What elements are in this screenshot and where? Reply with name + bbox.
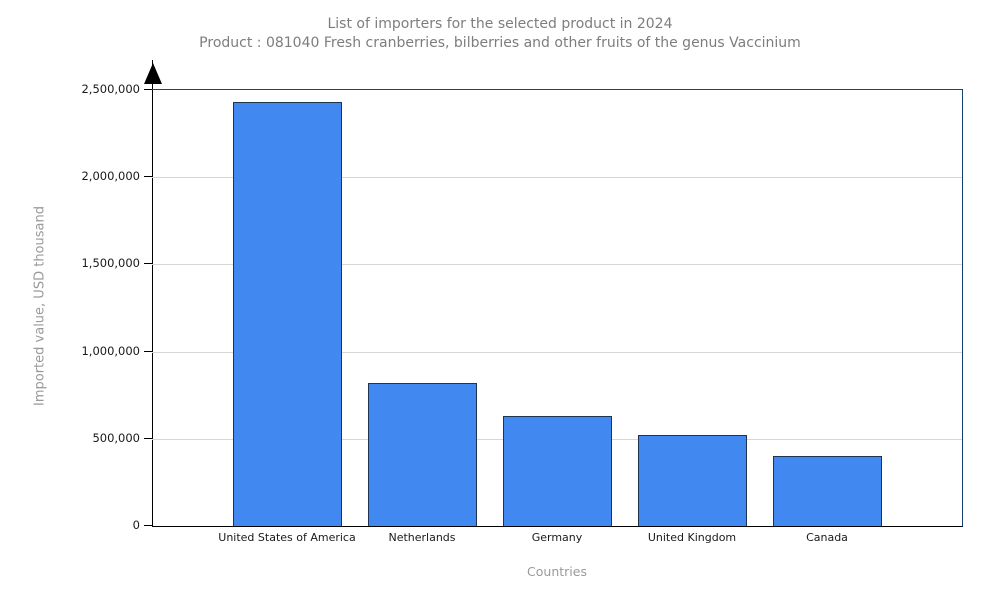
y-tick bbox=[144, 89, 152, 90]
chart-subtitle: Product : 081040 Fresh cranberries, bilb… bbox=[199, 35, 801, 51]
bar-united-kingdom bbox=[638, 435, 747, 526]
x-category-label: United Kingdom bbox=[647, 531, 737, 544]
chart-header: List of importers for the selected produ… bbox=[0, 15, 1000, 53]
y-tick bbox=[144, 438, 152, 439]
y-axis-title: Imported value, USD thousand bbox=[32, 206, 48, 406]
y-tick-label: 1,000,000 bbox=[81, 344, 140, 358]
y-tick-label: 500,000 bbox=[92, 431, 140, 445]
x-category-label: Netherlands bbox=[388, 531, 456, 544]
y-tick bbox=[144, 263, 152, 264]
bar-canada bbox=[773, 456, 882, 526]
x-category-label: Germany bbox=[531, 531, 583, 544]
gridline bbox=[152, 264, 962, 265]
y-tick-label: 2,500,000 bbox=[81, 82, 140, 96]
y-axis-line bbox=[152, 60, 153, 526]
chart-title: List of importers for the selected produ… bbox=[327, 16, 673, 32]
gridline bbox=[152, 177, 962, 178]
x-category-label: Canada bbox=[806, 531, 848, 544]
x-category-label: United States of America bbox=[218, 531, 356, 544]
y-tick-label: 2,000,000 bbox=[81, 169, 140, 183]
plot-area bbox=[152, 89, 963, 527]
bar-germany bbox=[503, 416, 612, 526]
y-tick-label: 1,500,000 bbox=[81, 256, 140, 270]
y-tick bbox=[144, 351, 152, 352]
y-tick bbox=[144, 525, 152, 526]
y-tick bbox=[144, 176, 152, 177]
gridline bbox=[152, 352, 962, 353]
y-tick-label: 0 bbox=[132, 518, 140, 532]
bar-netherlands bbox=[368, 383, 477, 526]
y-axis-arrow-icon bbox=[144, 63, 162, 84]
bar-united-states-of-america bbox=[233, 102, 342, 526]
x-axis-title: Countries bbox=[527, 564, 587, 579]
